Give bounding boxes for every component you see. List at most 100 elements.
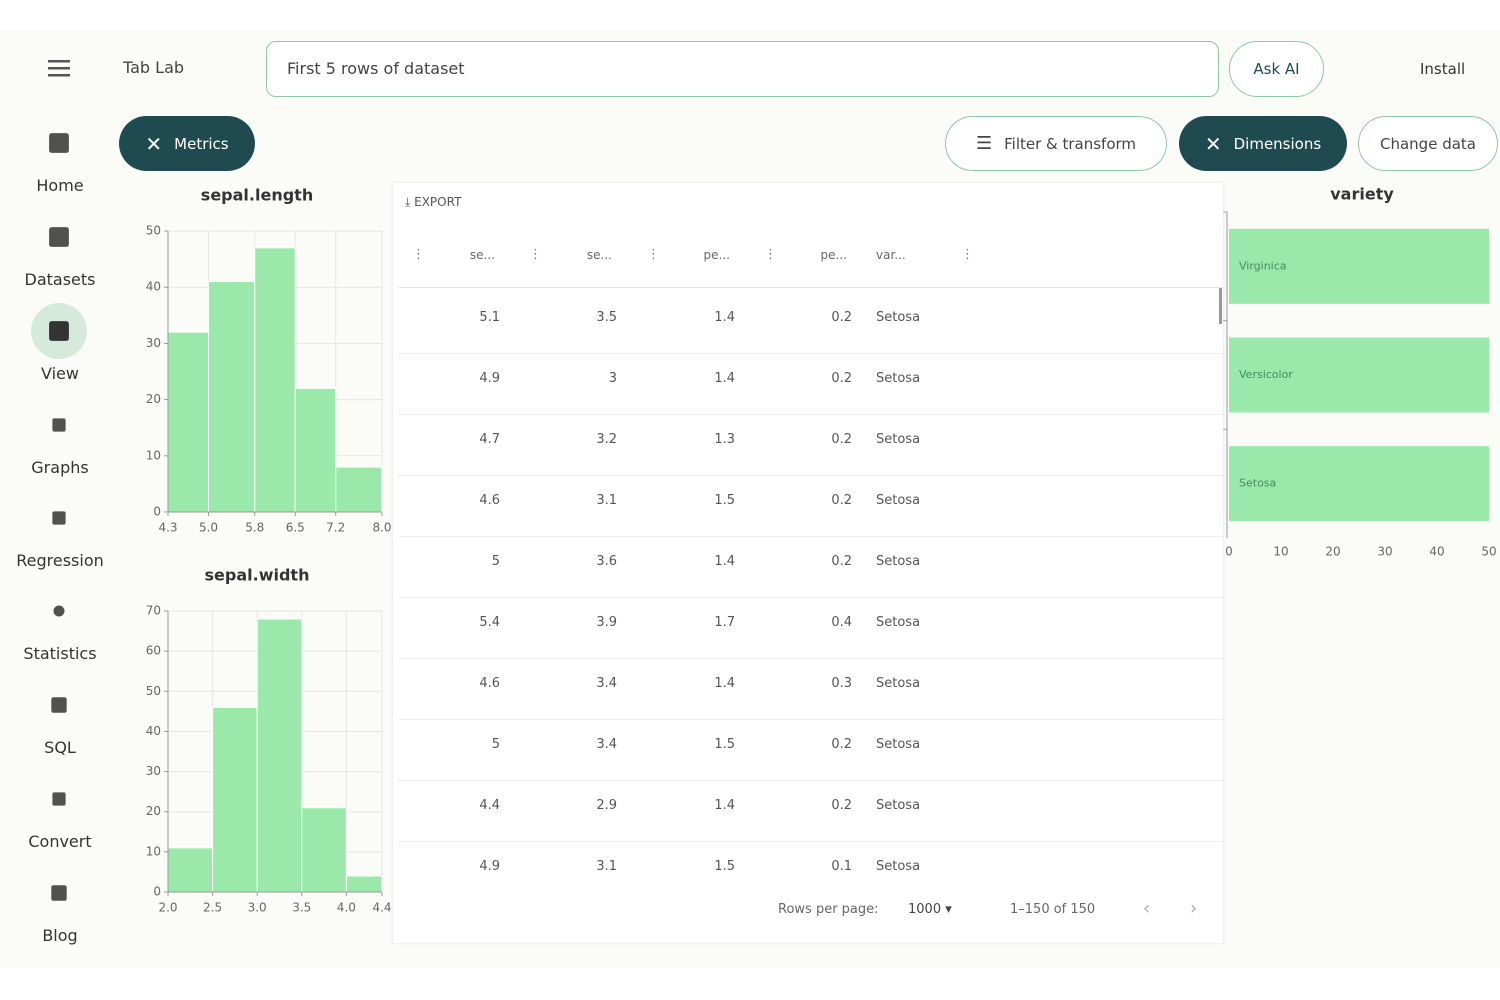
y-tick-label: 10 [146, 448, 161, 462]
table-cell: 0.4 [831, 615, 852, 630]
table-cell: 3.4 [596, 737, 617, 752]
histogram-bar [294, 387, 337, 513]
table-cell: 5 [491, 737, 500, 752]
nav-label[interactable]: Datasets [24, 270, 96, 289]
column-header: se... [469, 248, 495, 262]
chart-title: sepal.width [205, 566, 310, 585]
table-cell: 1.5 [714, 859, 735, 874]
row-divider [398, 475, 1223, 476]
change-data-chip[interactable]: Change data [1358, 116, 1498, 171]
nav-label[interactable]: Home [36, 176, 84, 195]
rows-per-page-label: Rows per page: [778, 902, 879, 917]
nav-label[interactable]: Statistics [23, 644, 97, 663]
histogram-sepal-length: sepal.length 0 10 20 30 40 50 4.3 5.0 5.8 6.5 7.2 8.… [146, 186, 392, 535]
table-cell: Setosa [876, 554, 921, 569]
row-divider [398, 658, 1223, 659]
histogram-bar [301, 807, 347, 893]
row-divider [398, 597, 1223, 598]
chip-label: Filter & transform [1004, 134, 1137, 153]
filter-chip[interactable]: ☰ Filter & transform [945, 116, 1167, 171]
table-cell: Setosa [876, 310, 921, 325]
x-tick-label: 7.2 [326, 521, 345, 535]
table-cell: 3 [608, 371, 617, 386]
dimensions-chip[interactable]: ✕ Dimensions [1179, 116, 1347, 171]
x-tick-label: 4.3 [158, 521, 177, 535]
ask-ai-button[interactable]: Ask AI [1229, 41, 1324, 97]
x-tick-label: 5.0 [199, 521, 218, 535]
nav-label[interactable]: Regression [16, 551, 104, 570]
x-tick-label: 4.0 [337, 901, 356, 915]
table-cell: 0.2 [831, 310, 852, 325]
histogram-bar [167, 847, 214, 893]
row-divider [398, 841, 1223, 842]
x-tick-label: 30 [1377, 545, 1392, 559]
column-menu: ⋮ [647, 247, 660, 262]
x-tick-label: 8.0 [372, 521, 391, 535]
table-cell: Setosa [876, 432, 921, 447]
y-tick-label: 70 [146, 604, 161, 618]
search-box[interactable]: First 5 rows of dataset [266, 41, 1219, 97]
histogram-bar [256, 618, 303, 893]
x-tick-label: 2.0 [158, 901, 177, 915]
chip-label: Dimensions [1233, 134, 1322, 153]
menu-icon[interactable] [48, 58, 72, 78]
chart-title: variety [1330, 185, 1394, 204]
nav-label[interactable]: SQL [44, 738, 76, 757]
histogram-bar [254, 247, 296, 513]
table-cell: 0.3 [831, 676, 852, 691]
bar-chart-variety: variety 0 10 20 30 40 50 Virginica Versicolor Set… [1223, 185, 1497, 559]
table-cell: 0.2 [831, 432, 852, 447]
y-tick-label: 30 [146, 336, 161, 350]
export-label: EXPORT [414, 195, 462, 209]
histogram-bar [167, 331, 209, 513]
y-tick-label: 0 [153, 885, 161, 899]
rows-per-page[interactable]: 1000 ▾ [908, 902, 952, 917]
table-cell: 1.3 [714, 432, 735, 447]
column-header: se... [586, 248, 612, 262]
histogram-bar [335, 466, 383, 513]
column-menu: ⋮ [764, 247, 777, 262]
nav-label[interactable]: Convert [28, 832, 92, 851]
x-tick-label: 50 [1481, 545, 1496, 559]
table-cell: Setosa [876, 859, 921, 874]
nav-label[interactable]: Graphs [31, 458, 89, 477]
prev-page[interactable]: ‹ [1143, 898, 1151, 919]
table-cell: 4.9 [479, 371, 500, 386]
metrics-chip[interactable]: ✕ Metrics [119, 116, 255, 171]
y-tick-label: 50 [146, 224, 161, 238]
header-divider [398, 287, 1223, 288]
nav-icon [51, 697, 67, 713]
table-cell: Setosa [876, 493, 921, 508]
nav-icon [52, 792, 66, 806]
table-cell: 3.6 [596, 554, 617, 569]
next-page[interactable]: › [1190, 898, 1198, 919]
table-cell: 5.1 [479, 310, 500, 325]
table-cell: 0.1 [831, 859, 852, 874]
nav-icon [52, 418, 66, 432]
export-button[interactable]: ⤓ EXPORT [405, 195, 462, 209]
column-header: pe... [703, 248, 730, 262]
column-header: var... [876, 248, 906, 262]
row-divider [398, 414, 1223, 415]
x-tick-label: 3.0 [248, 901, 267, 915]
table-cell: 0.2 [831, 371, 852, 386]
nav-icon [53, 605, 65, 617]
y-tick-label: 40 [146, 280, 161, 294]
nav-label[interactable]: Blog [42, 926, 78, 945]
table-cell: 0.2 [831, 493, 852, 508]
table-cell: 3.1 [596, 859, 617, 874]
app-title: Tab Lab [123, 58, 185, 77]
x-tick-label: 0 [1225, 545, 1233, 559]
table-cell: 4.6 [479, 493, 500, 508]
y-tick-label: 20 [146, 392, 161, 406]
table-cell: 1.4 [714, 554, 735, 569]
table-cell: 2.9 [596, 798, 617, 813]
x-tick-label: 4.4 [372, 901, 391, 915]
install-button[interactable]: Install [1420, 60, 1466, 78]
table-cell: 1.4 [714, 371, 735, 386]
table-cell: 1.4 [714, 676, 735, 691]
table-cell: 1.5 [714, 737, 735, 752]
nav-label[interactable]: View [41, 364, 79, 383]
x-tick-label: 10 [1273, 545, 1288, 559]
table-cell: 1.7 [714, 615, 735, 630]
